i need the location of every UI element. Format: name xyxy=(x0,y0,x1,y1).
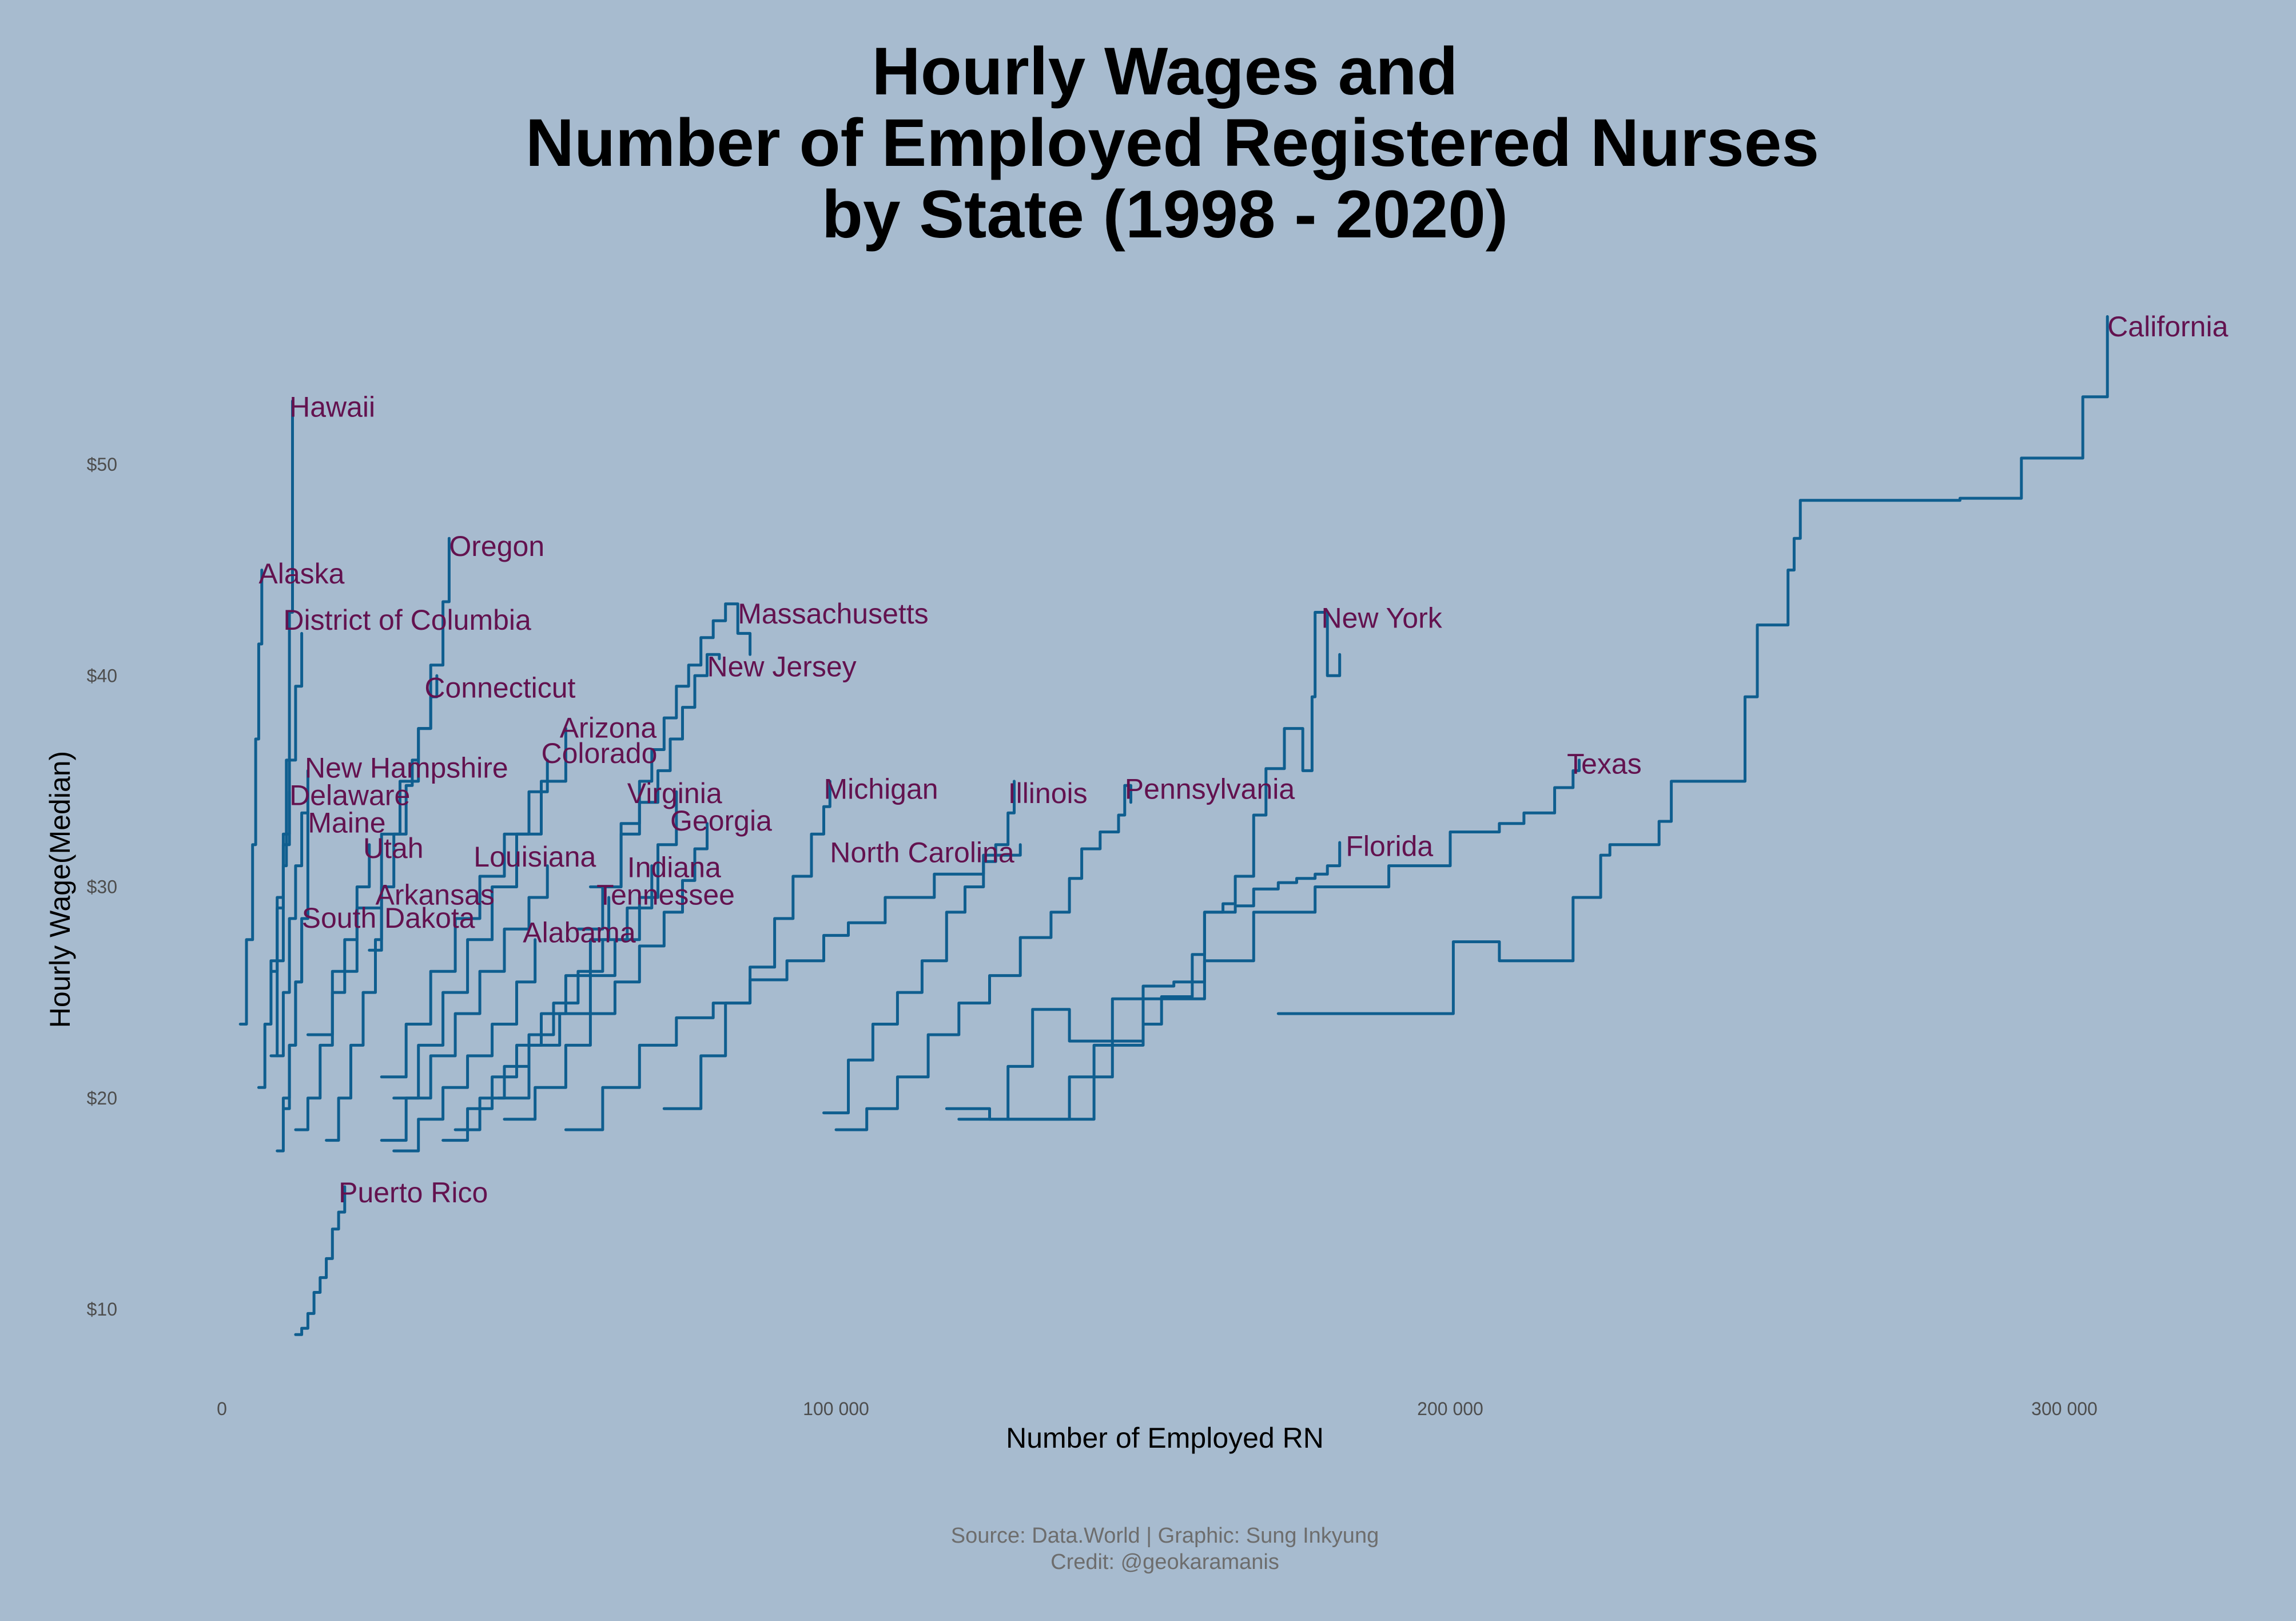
series-line-alabama xyxy=(392,938,537,1153)
series-line-california xyxy=(1276,315,2109,1015)
state-label-utah: Utah xyxy=(363,832,424,864)
state-labels: California Hawaii Oregon Alaska District of … xyxy=(258,311,2228,1209)
state-label-connecticut: Connecticut xyxy=(424,672,575,704)
x-tick-label: 200 000 xyxy=(1417,1398,1483,1419)
state-label-tennessee: Tennessee xyxy=(596,879,735,911)
chart-title: Hourly Wages and Number of Employed Regi… xyxy=(526,34,1819,252)
state-label-virginia: Virginia xyxy=(627,777,722,809)
chart-title-line-3: by State (1998 - 2020) xyxy=(822,177,1508,252)
state-label-illinois: Illinois xyxy=(1008,777,1088,809)
chart-title-line-2: Number of Employed Registered Nurses xyxy=(526,105,1819,181)
series-line-indiana xyxy=(453,864,654,1131)
series-line-south-dakota xyxy=(276,927,304,1153)
state-label-new-york: New York xyxy=(1322,602,1443,634)
state-label-delaware: Delaware xyxy=(289,780,410,812)
state-label-oregon: Oregon xyxy=(449,530,544,562)
series-line-pennsylvania xyxy=(834,784,1132,1131)
series-line-delaware xyxy=(257,790,291,1089)
y-tick-label: $10 xyxy=(87,1299,117,1320)
series-line-michigan xyxy=(662,780,831,1110)
y-tick-label: $40 xyxy=(87,665,117,686)
series-line-arkansas xyxy=(325,906,383,1142)
series-line-puerto-rico xyxy=(294,1185,347,1336)
state-label-texas: Texas xyxy=(1567,748,1642,780)
state-label-colorado: Colorado xyxy=(542,737,658,769)
series-line-oregon xyxy=(306,537,451,1036)
state-label-new-jersey: New Jersey xyxy=(707,651,857,683)
series-line-texas xyxy=(957,758,1581,1121)
state-label-georgia: Georgia xyxy=(670,805,772,837)
state-label-alaska: Alaska xyxy=(258,558,344,590)
series-line-arizona xyxy=(392,727,567,1100)
series-line-florida xyxy=(945,841,1342,1121)
series-line-utah xyxy=(294,843,371,1131)
state-label-alabama: Alabama xyxy=(523,917,636,949)
x-tick-label: 100 000 xyxy=(803,1398,869,1419)
series-line-colorado xyxy=(380,758,549,1079)
series-line-new-hampshire xyxy=(276,769,309,1058)
y-axis-ticks: $10 $20 $30 $40 $50 xyxy=(87,454,117,1320)
state-label-south-dakota: South Dakota xyxy=(302,902,475,934)
series-line-georgia xyxy=(503,822,709,1121)
state-label-new-hampshire: New Hampshire xyxy=(305,752,508,784)
caption-credit: Credit: @geokaramanis xyxy=(1050,1550,1279,1574)
series-line-tennessee xyxy=(441,896,611,1142)
state-label-massachusetts: Massachusetts xyxy=(738,598,928,630)
series-line-new-jersey xyxy=(576,653,721,931)
state-label-florida: Florida xyxy=(1346,830,1433,862)
x-tick-label: 300 000 xyxy=(2031,1398,2098,1419)
chart-title-line-1: Hourly Wages and xyxy=(872,34,1458,109)
state-label-north-carolina: North Carolina xyxy=(830,836,1014,868)
caption-source: Source: Data.World | Graphic: Sung Inkyu… xyxy=(951,1524,1379,1548)
state-label-district-of-columbia: District of Columbia xyxy=(283,604,531,636)
series-lines xyxy=(238,315,2109,1336)
state-label-hawaii: Hawaii xyxy=(289,391,375,423)
y-tick-label: $20 xyxy=(87,1088,117,1109)
y-tick-label: $30 xyxy=(87,877,117,897)
state-label-maine: Maine xyxy=(308,807,385,839)
x-tick-label: 0 xyxy=(217,1398,227,1419)
state-label-california: California xyxy=(2107,311,2228,343)
caption: Source: Data.World | Graphic: Sung Inkyu… xyxy=(951,1524,1379,1574)
series-line-hawaii xyxy=(269,399,294,1058)
series-line-alaska xyxy=(238,569,264,1026)
state-label-indiana: Indiana xyxy=(627,851,721,883)
series-line-illinois xyxy=(822,780,1016,1115)
x-axis-title: Number of Employed RN xyxy=(1006,1422,1324,1454)
state-label-pennsylvania: Pennsylvania xyxy=(1125,773,1295,805)
state-label-louisiana: Louisiana xyxy=(473,841,596,873)
state-label-arkansas: Arkansas xyxy=(376,879,495,911)
x-axis-ticks: 0 100 000 200 000 300 000 xyxy=(217,1398,2098,1419)
series-line-massachusetts xyxy=(588,602,752,888)
series-line-new-york xyxy=(1006,611,1342,1121)
state-label-michigan: Michigan xyxy=(824,773,938,805)
y-axis-title: Hourly Wage(Median) xyxy=(44,751,76,1028)
y-tick-label: $50 xyxy=(87,454,117,475)
state-label-puerto-rico: Puerto Rico xyxy=(339,1177,488,1209)
series-line-north-carolina xyxy=(564,843,1022,1131)
state-label-arizona: Arizona xyxy=(560,712,657,744)
